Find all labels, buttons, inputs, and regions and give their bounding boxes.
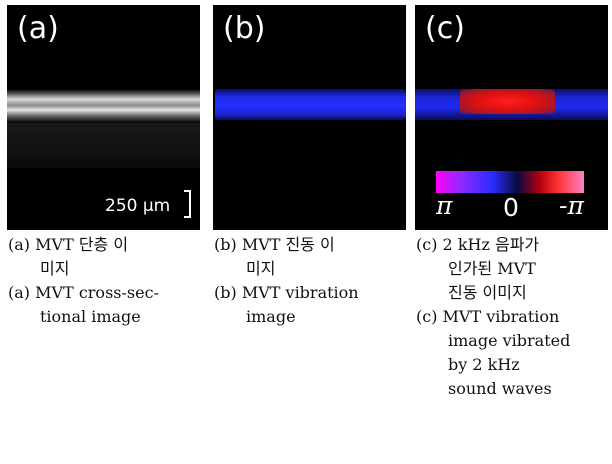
caption-c-english: (c) MVT vibration image vibrated by 2 kH… <box>416 305 570 401</box>
caption-tag: (a) <box>8 283 31 302</box>
colorbar-label-mid: 0 <box>503 193 519 222</box>
caption-text: image vibrated <box>448 331 571 350</box>
caption-text: 진동 이미지 <box>448 283 527 302</box>
caption-tag: (b) <box>214 283 237 302</box>
caption-text: image <box>246 307 296 326</box>
vibration-layer-blue <box>215 89 406 120</box>
panel-a-label: (a) <box>17 11 59 46</box>
caption-tag: (b) <box>214 235 237 254</box>
caption-b: (b) MVT 진동 이 미지 (b) MVT vibration image <box>214 233 359 329</box>
caption-text: MVT cross-sec- <box>35 283 159 302</box>
caption-text: 2 kHz 음파가 <box>442 235 540 254</box>
panel-c-label: (c) <box>425 11 465 46</box>
caption-tag: (c) <box>416 235 438 254</box>
caption-text: 인가된 MVT <box>448 259 536 278</box>
scale-bar-label: 250 μm <box>105 196 171 216</box>
caption-text: MVT vibration <box>442 307 560 326</box>
caption-text: by 2 kHz <box>448 355 520 374</box>
scale-bar <box>184 190 191 218</box>
panel-a-cross-section-image: (a) 250 μm <box>7 5 200 230</box>
caption-text: MVT 단층 이 <box>35 235 129 254</box>
colorbar-label-left: π <box>436 191 453 220</box>
caption-tag: (c) <box>416 307 438 326</box>
caption-b-english: (b) MVT vibration image <box>214 281 359 329</box>
phase-colorbar <box>436 171 584 193</box>
caption-text: tional image <box>40 307 141 326</box>
image-background-noise <box>7 123 200 168</box>
panel-b-vibration-image: (b) <box>213 5 406 230</box>
caption-text: sound waves <box>448 379 552 398</box>
caption-b-korean: (b) MVT 진동 이 미지 <box>214 233 359 281</box>
vibration-hotspot-red <box>460 89 555 114</box>
caption-c-korean: (c) 2 kHz 음파가 인가된 MVT 진동 이미지 <box>416 233 570 305</box>
caption-c: (c) 2 kHz 음파가 인가된 MVT 진동 이미지 (c) MVT vib… <box>416 233 570 401</box>
panel-b-label: (b) <box>223 11 266 46</box>
caption-a-korean: (a) MVT 단층 이 미지 <box>8 233 159 281</box>
tissue-layer-grayscale <box>7 89 200 123</box>
panel-c-sound-vibration-image: (c) π 0 -π <box>415 5 608 230</box>
caption-text: MVT vibration <box>241 283 359 302</box>
colorbar-label-right: -π <box>559 191 584 220</box>
caption-a-english: (a) MVT cross-sec- tional image <box>8 281 159 329</box>
caption-a: (a) MVT 단층 이 미지 (a) MVT cross-sec- tiona… <box>8 233 159 329</box>
caption-text: 미지 <box>246 259 276 278</box>
caption-text: MVT 진동 이 <box>241 235 335 254</box>
caption-text: 미지 <box>40 259 70 278</box>
caption-tag: (a) <box>8 235 31 254</box>
